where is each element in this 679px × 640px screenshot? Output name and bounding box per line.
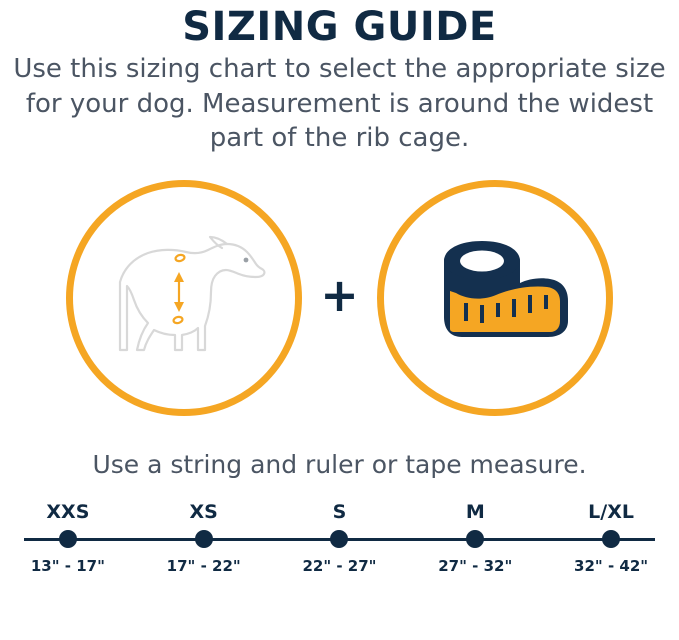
page-title: SIZING GUIDE: [182, 4, 497, 50]
size-label: L/XL: [588, 500, 634, 523]
page-subtitle: Use this sizing chart to select the appr…: [13, 54, 666, 154]
size-range: 27" - 32": [438, 556, 513, 575]
scale-dot: [602, 529, 621, 548]
size-range: 32" - 42": [574, 556, 649, 575]
size-stops: XXS 13" - 17" XS 17" - 22" S 22" - 27" M…: [0, 497, 679, 579]
sizing-guide-page: SIZING GUIDE Use this sizing chart to se…: [0, 6, 679, 640]
scale-dot: [330, 529, 349, 548]
tape-icon-circle: [376, 179, 613, 416]
size-label: XXS: [46, 500, 90, 523]
size-range: 13" - 17": [30, 556, 105, 575]
size-stop-lxl: L/XL 32" - 42": [543, 497, 679, 579]
size-label: S: [332, 500, 347, 523]
measure-tagline: Use a string and ruler or tape measure.: [92, 449, 587, 479]
size-range: 22" - 27": [302, 556, 377, 575]
size-stop-s: S 22" - 27": [272, 497, 408, 579]
size-range: 17" - 22": [166, 556, 241, 575]
icon-row: +: [0, 179, 679, 416]
dog-icon-circle: [66, 179, 303, 416]
size-stop-xxs: XXS 13" - 17": [0, 497, 136, 579]
size-label: XS: [189, 500, 218, 523]
size-label: M: [465, 500, 485, 523]
scale-dot: [466, 529, 485, 548]
size-stop-xs: XS 17" - 22": [136, 497, 272, 579]
size-scale: XXS 13" - 17" XS 17" - 22" S 22" - 27" M…: [0, 497, 679, 579]
dog-outline-icon: [94, 220, 274, 375]
scale-dot: [194, 529, 213, 548]
tape-measure-icon: [410, 225, 580, 370]
size-stop-m: M 27" - 32": [407, 497, 543, 579]
scale-dot: [58, 529, 77, 548]
plus-symbol: +: [320, 267, 359, 322]
